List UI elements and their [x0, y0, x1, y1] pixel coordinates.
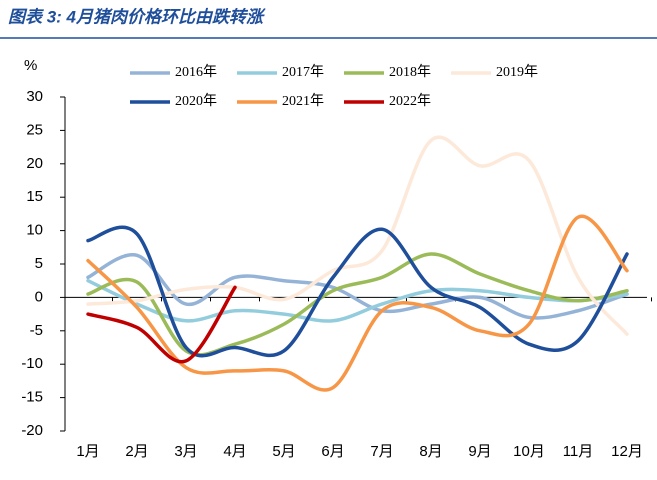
x-tick-label: 6月 [321, 443, 344, 460]
x-tick-label: 3月 [174, 443, 197, 460]
y-tick-label: -5 [30, 322, 43, 339]
series-line [86, 253, 629, 320]
legend-label: 2022年 [389, 93, 431, 109]
legend-label: 2019年 [496, 64, 538, 80]
series-line [86, 285, 237, 364]
legend-label: 2017年 [282, 64, 324, 80]
legend: 2016年 2017年 2018年 2019年 2020年 2021年 2022年 [130, 64, 538, 109]
legend-label: 2018年 [389, 64, 431, 80]
x-tick-label: 7月 [370, 443, 393, 460]
series-line [86, 214, 629, 392]
y-tick-label: -20 [21, 422, 43, 439]
series-line [86, 135, 629, 336]
x-tick-label: 8月 [419, 443, 442, 460]
series-line [86, 225, 629, 358]
y-tick-label: 5 [35, 255, 43, 272]
x-tick-label: 4月 [223, 443, 246, 460]
x-tick-label: 12月 [611, 443, 643, 460]
y-tick-label: 20 [26, 155, 43, 172]
x-tick-label: 1月 [76, 443, 99, 460]
series-line [86, 278, 629, 323]
y-tick-label: -15 [21, 389, 43, 406]
y-tick-label: 25 [26, 121, 43, 138]
y-tick-label: -10 [21, 355, 43, 372]
x-tick-label: 5月 [272, 443, 295, 460]
y-tick-label: 0 [35, 288, 43, 305]
series-line [86, 252, 629, 357]
y-tick-label: 30 [26, 88, 43, 105]
x-tick-label: 11月 [563, 443, 594, 460]
y-axis-label: % [24, 57, 37, 74]
legend-label: 2016年 [175, 64, 217, 80]
x-tick-label: 2月 [125, 443, 148, 460]
y-tick-label: 10 [26, 222, 43, 239]
legend-label: 2020年 [175, 93, 217, 109]
x-tick-label: 10月 [513, 443, 545, 460]
x-tick-label: 9月 [468, 443, 491, 460]
legend-label: 2021年 [282, 93, 324, 109]
chart-title: 图表 3: 4月猪肉价格环比由跌转涨 [8, 7, 266, 26]
y-tick-label: 15 [26, 188, 43, 205]
